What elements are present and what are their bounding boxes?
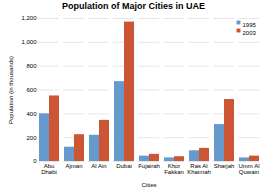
svg-text:2003: 2003 (243, 30, 257, 36)
svg-text:Sharjah: Sharjah (214, 163, 235, 169)
svg-text:Ras AlKhaimah: Ras AlKhaimah (187, 163, 211, 175)
svg-text:Umm AlQuwain: Umm AlQuwain (239, 163, 260, 175)
svg-text:AbuDhabi: AbuDhabi (41, 163, 57, 175)
svg-text:1,200: 1,200 (21, 15, 37, 21)
svg-text:200: 200 (26, 135, 37, 141)
svg-text:800: 800 (26, 63, 37, 69)
html-text:Population of Major Cities in: Population of Major Cities in UAE (62, 1, 205, 11)
svg-text:1995: 1995 (243, 22, 257, 28)
svg-text:Ajman: Ajman (65, 163, 82, 169)
svg-text:400: 400 (26, 111, 37, 117)
svg-text:600: 600 (26, 87, 37, 93)
svg-text:KhorFakkan: KhorFakkan (164, 163, 184, 175)
svg-text:Fujairah: Fujairah (138, 163, 160, 169)
svg-text:1,000: 1,000 (21, 39, 37, 45)
svg-text:Cities: Cities (141, 182, 156, 188)
svg-text:Al Ain: Al Ain (91, 163, 106, 169)
svg-text:Dubai: Dubai (116, 163, 132, 169)
svg-text:0: 0 (33, 158, 37, 164)
svg-text:Population (in thousands): Population (in thousands) (8, 56, 14, 124)
